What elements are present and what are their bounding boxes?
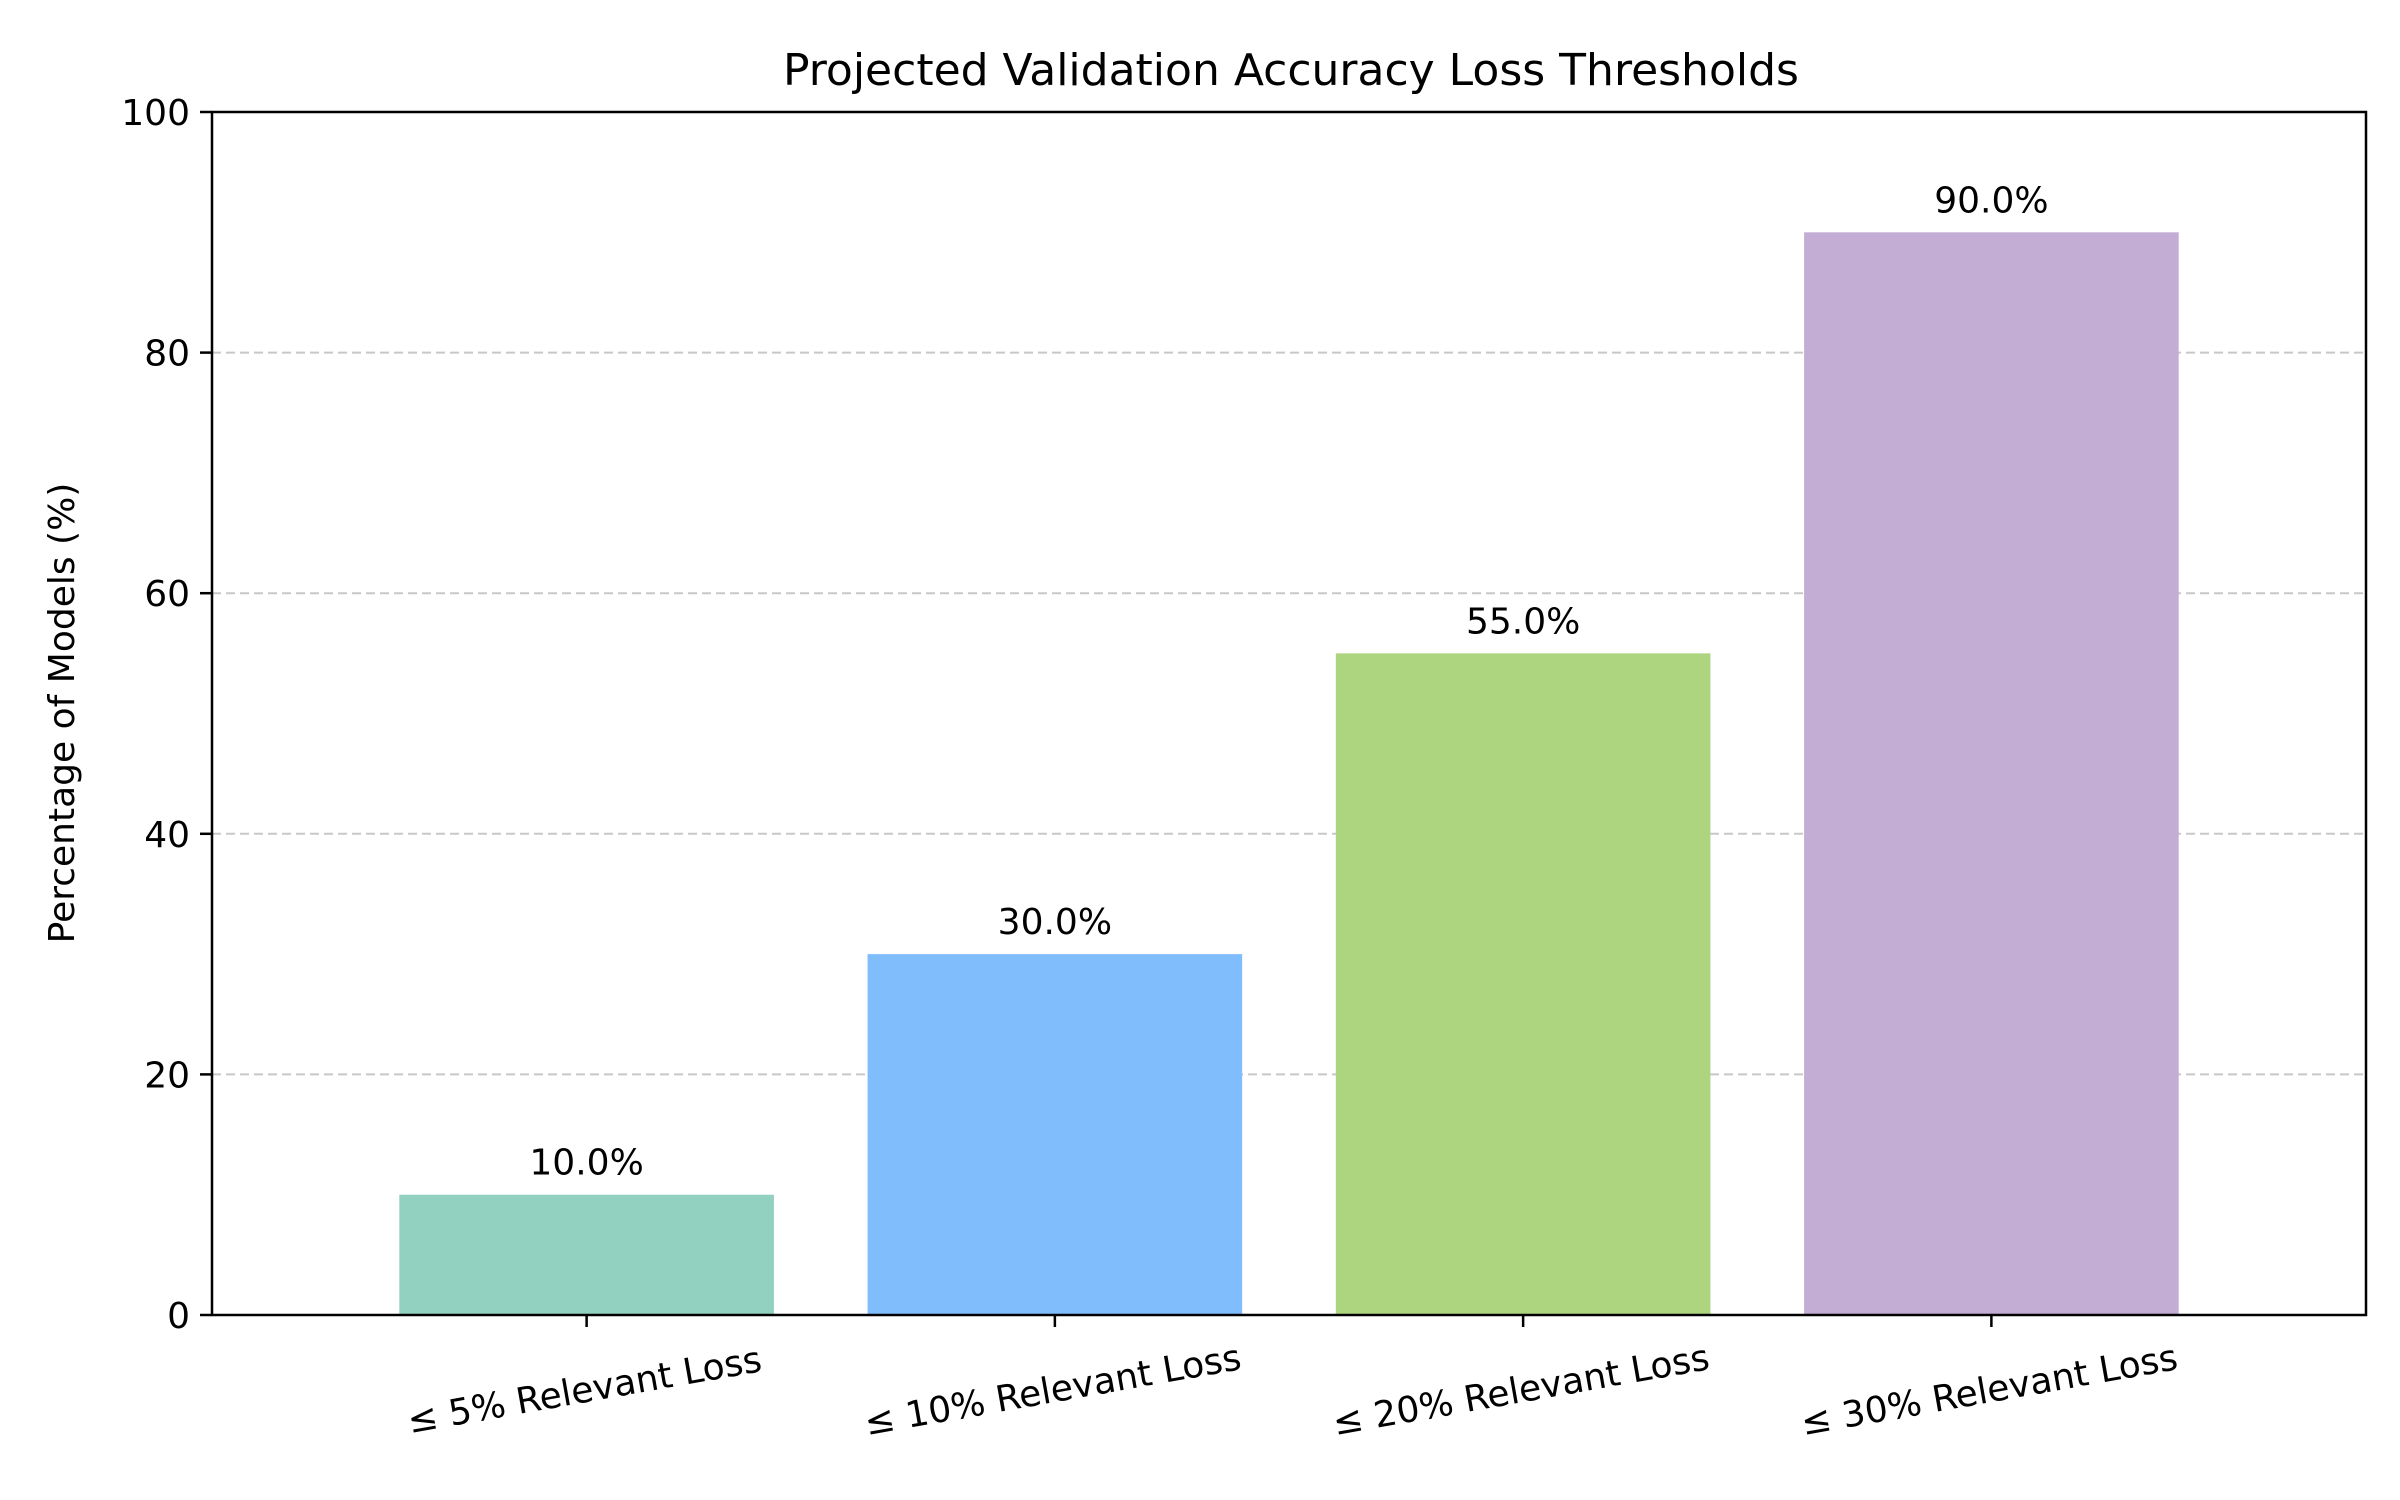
data-labels: 10.0% 30.0% 55.0% 90.0% <box>529 180 2048 1183</box>
bars <box>399 232 2179 1315</box>
data-label: 30.0% <box>998 902 1112 943</box>
y-axis-label: Percentage of Models (%) <box>42 483 83 944</box>
bar <box>1804 232 2179 1315</box>
y-tick-label: 20 <box>144 1055 190 1096</box>
chart-title: Projected Validation Accuracy Loss Thres… <box>783 45 1799 96</box>
bar <box>1335 653 1711 1315</box>
y-tick-label: 100 <box>121 93 190 134</box>
y-tick-label: 40 <box>144 815 190 856</box>
data-label: 55.0% <box>1466 601 1580 642</box>
y-tick-label: 0 <box>167 1296 190 1337</box>
y-tick-label: 60 <box>144 574 190 615</box>
plot-frame <box>210 110 2368 1317</box>
bar <box>399 1194 774 1315</box>
data-label: 10.0% <box>529 1143 643 1184</box>
y-tick-label: 80 <box>144 334 190 375</box>
y-axis-ticks: 0 20 40 60 80 100 <box>121 93 212 1337</box>
bar <box>867 954 1243 1315</box>
data-label: 90.0% <box>1934 180 2048 221</box>
